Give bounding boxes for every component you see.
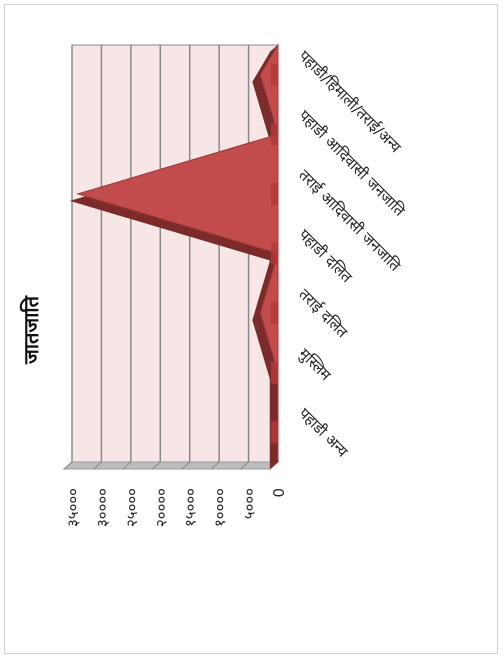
series-point <box>271 421 278 444</box>
gridline-depth <box>181 461 191 470</box>
series-point <box>271 182 278 205</box>
value-tick-label: २०००० <box>152 488 170 527</box>
value-axis-ticks: 0 ५००० १०००० १५००० २०००० २५००० ३०००० ३५००० <box>64 488 288 527</box>
series-area <box>69 43 279 469</box>
series-point <box>271 302 278 325</box>
gridline-depth <box>210 461 220 470</box>
series-area-face <box>76 43 279 462</box>
category-label: पहाडी/हिमाली/तराई/अन्य <box>295 47 405 157</box>
category-label: पहाडी आदिवासी जनजाति <box>295 106 409 220</box>
category-label: तराई आदिवासी जनजाति <box>295 166 404 275</box>
value-tick-label: 0 <box>270 488 288 498</box>
value-tick-label: १०००० <box>211 488 229 527</box>
category-label: मुस्लिम <box>294 345 335 386</box>
series-point <box>271 242 278 265</box>
gridline-depth <box>122 461 132 470</box>
side-wall <box>62 461 280 470</box>
gridline-depth <box>93 461 102 470</box>
gridline-depth <box>63 461 73 470</box>
value-tick-label: २५००० <box>123 488 141 527</box>
category-axis-labels: पहाडी/हिमाली/तराई/अन्यपहाडी आदिवासी जनजा… <box>294 47 408 461</box>
gridline-depth <box>151 461 161 470</box>
category-label: तराई दलित <box>295 285 351 341</box>
chart-walls <box>62 43 280 471</box>
series-point <box>271 63 278 86</box>
series-point <box>271 361 278 384</box>
series-markers <box>271 63 278 444</box>
gridline-depth <box>240 461 249 470</box>
value-tick-label: ३०००० <box>93 488 111 527</box>
value-tick-label: ३५००० <box>64 488 82 527</box>
category-label: पहाडी दलित <box>295 226 356 287</box>
series-point <box>271 123 278 146</box>
value-tick-label: ५००० <box>241 488 259 519</box>
chart-title: जातजाति <box>19 294 43 365</box>
value-tick-label: १५००० <box>182 488 200 527</box>
category-label: पहाडी अन्य <box>295 404 352 461</box>
